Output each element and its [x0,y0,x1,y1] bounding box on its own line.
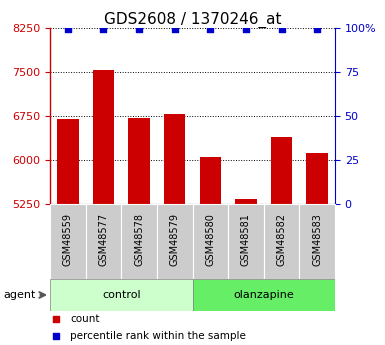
Point [53,316,59,322]
Title: GDS2608 / 1370246_at: GDS2608 / 1370246_at [104,11,281,28]
Text: GSM48559: GSM48559 [63,213,73,266]
Text: count: count [70,314,99,324]
Bar [192,279,335,311]
Point [136,27,142,32]
Bar [306,152,328,204]
Bar [50,279,192,311]
Point [53,334,59,339]
Point [65,27,71,32]
Text: GSM48578: GSM48578 [134,213,144,266]
Bar [199,157,221,204]
Text: GSM48583: GSM48583 [312,213,322,266]
Point [100,27,107,32]
Bar [121,204,157,279]
Text: agent: agent [4,290,36,300]
Text: olanzapine: olanzapine [233,290,294,300]
Bar [300,204,335,279]
Text: GSM48579: GSM48579 [170,213,180,266]
Text: GSM48577: GSM48577 [99,213,109,266]
Text: percentile rank within the sample: percentile rank within the sample [70,332,246,341]
Bar [57,119,79,204]
Bar [235,199,257,204]
Point [207,27,213,32]
Point [172,27,178,32]
Bar [50,204,85,279]
Bar [93,70,114,204]
Text: GSM48581: GSM48581 [241,213,251,266]
Point [278,27,285,32]
Bar [271,137,292,204]
Bar [128,118,150,204]
Bar [264,204,300,279]
Bar [157,204,192,279]
Text: GSM48582: GSM48582 [276,213,286,266]
Point [243,27,249,32]
Text: GSM48580: GSM48580 [205,213,215,266]
Text: control: control [102,290,141,300]
Bar [164,114,186,204]
Point [314,27,320,32]
Bar [85,204,121,279]
Bar [228,204,264,279]
Bar [192,204,228,279]
